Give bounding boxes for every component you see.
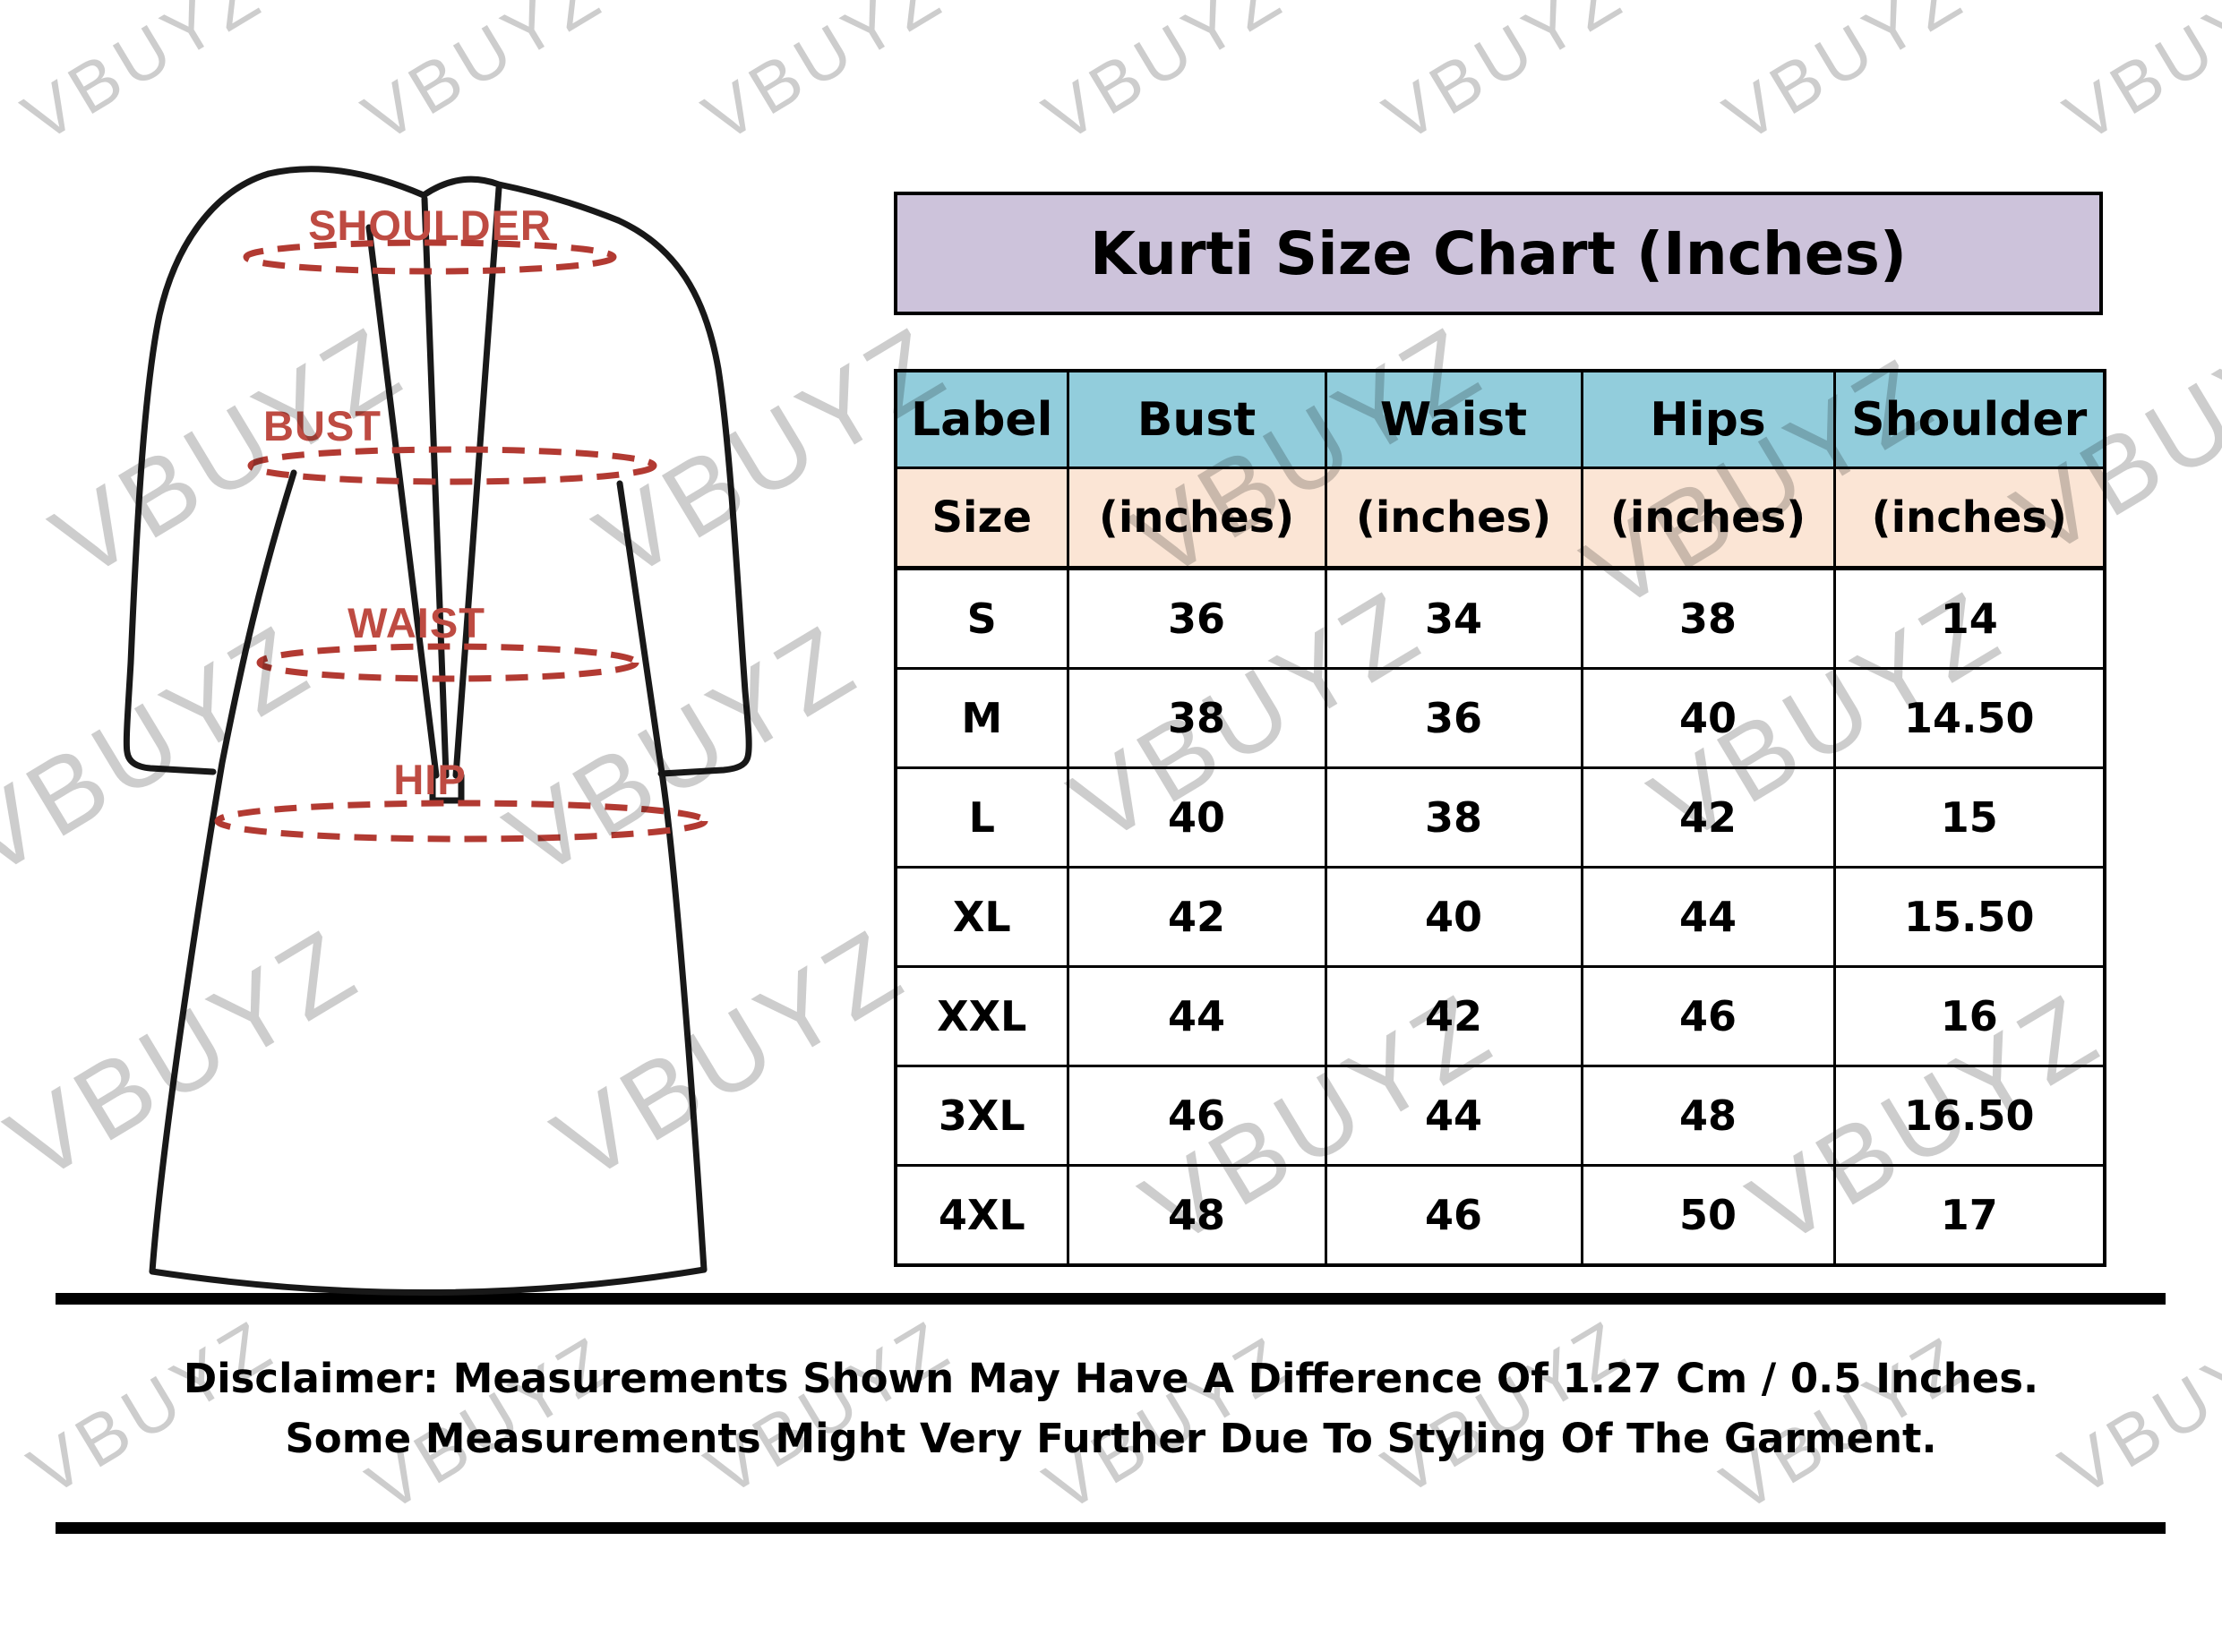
waist-measure-line: [256, 643, 639, 682]
watermark-text: VBUYZ: [1370, 0, 1638, 158]
garment-collar: [265, 166, 427, 199]
column-header-bust: Bust: [1066, 369, 1327, 469]
garment-placket-bottom: [429, 772, 465, 804]
measurement-cell: 40: [1324, 866, 1583, 968]
table-row-l: L 40 38 42 15: [894, 766, 2106, 869]
measurement-cell: 42: [1324, 965, 1583, 1067]
size-label-cell: 4XL: [894, 1164, 1069, 1267]
subheader-size-cell: Size: [894, 466, 1069, 570]
chart-title-banner: Kurti Size Chart (Inches): [894, 192, 2103, 315]
measurement-cell: 46: [1580, 965, 1836, 1067]
watermark-text: VBUYZ: [1030, 0, 1298, 158]
column-header-label: Label: [894, 369, 1069, 469]
measurement-cell: 14: [1832, 567, 2106, 670]
page-title: Kurti Size Chart (Inches): [1089, 218, 1908, 288]
garment-neck-slit-right: [452, 184, 502, 779]
table-row-s: S 36 34 38 14: [894, 567, 2106, 670]
garment-body-left: [149, 469, 297, 1275]
measurement-cell: 42: [1580, 766, 1836, 869]
watermark-text: VBUYZ: [9, 0, 277, 158]
measurement-cell: 17: [1832, 1164, 2106, 1267]
table-row-xl: XL 42 40 44 15.50: [894, 866, 2106, 968]
garment-label-bust: BUST: [263, 402, 382, 449]
table-row-m: M 38 36 40 14.50: [894, 667, 2106, 769]
measurement-cell: 14.50: [1832, 667, 2106, 769]
size-label-cell: XL: [894, 866, 1069, 968]
table-row-3xl: 3XL 46 44 48 16.50: [894, 1065, 2106, 1167]
kurti-garment-diagram: SHOULDER BUST WAIST HIP: [123, 166, 752, 1297]
measurement-cell: 15.50: [1832, 866, 2106, 968]
table-header-row: Label Bust Waist Hips Shoulder: [894, 369, 2106, 469]
subheader-unit-cell: (inches): [1324, 466, 1583, 570]
measurement-cell: 46: [1324, 1164, 1583, 1267]
watermark-text: VBUYZ: [349, 0, 617, 158]
measurement-cell: 15: [1832, 766, 2106, 869]
measurement-cell: 44: [1580, 866, 1836, 968]
size-label-cell: L: [894, 766, 1069, 869]
hip-measure-line: [214, 800, 708, 843]
size-label-cell: XXL: [894, 965, 1069, 1067]
table-row-4xl: 4XL 48 46 50 17: [894, 1164, 2106, 1267]
column-header-waist: Waist: [1324, 369, 1583, 469]
disclaimer: Disclaimer: Measurements Shown May Have …: [0, 1348, 2222, 1468]
measurement-cell: 16: [1832, 965, 2106, 1067]
measurement-cell: 40: [1066, 766, 1327, 869]
measurement-cell: 36: [1324, 667, 1583, 769]
subheader-unit-cell: (inches): [1832, 466, 2106, 570]
garment-right-sleeve: [614, 217, 752, 777]
garment-hem: [149, 1266, 708, 1297]
measurement-cell: 48: [1580, 1065, 1836, 1167]
measurement-cell: 48: [1066, 1164, 1327, 1267]
measurement-cell: 38: [1066, 667, 1327, 769]
bust-measure-line: [247, 446, 657, 485]
measurement-cell: 44: [1066, 965, 1327, 1067]
size-label-cell: M: [894, 667, 1069, 769]
column-header-shoulder: Shoulder: [1832, 369, 2106, 469]
measurement-cell: 34: [1324, 567, 1583, 670]
shoulder-measure-line: [243, 239, 617, 275]
measurement-cell: 38: [1580, 567, 1836, 670]
size-label-cell: S: [894, 567, 1069, 670]
garment-collar-peak: [420, 175, 622, 224]
garment-left-sleeve: [123, 170, 272, 775]
disclaimer-line-1: Disclaimer: Measurements Shown May Have …: [183, 1355, 2039, 1402]
disclaimer-line-2: Some Measurements Might Very Further Due…: [285, 1415, 1937, 1462]
measurement-cell: 38: [1324, 766, 1583, 869]
divider-line-bottom: [56, 1522, 2166, 1534]
garment-label-shoulder: SHOULDER: [308, 201, 552, 249]
watermark-text: VBUYZ: [2051, 0, 2222, 158]
measurement-cell: 50: [1580, 1164, 1836, 1267]
table-row-xxl: XXL 44 42 46 16: [894, 965, 2106, 1067]
subheader-unit-cell: (inches): [1066, 466, 1327, 570]
garment-label-hip: HIP: [393, 756, 466, 803]
size-label-cell: 3XL: [894, 1065, 1069, 1167]
size-chart-table: Label Bust Waist Hips Shoulder Size (inc…: [894, 369, 2106, 1267]
measurement-cell: 44: [1324, 1065, 1583, 1167]
garment-label-waist: WAIST: [347, 599, 485, 646]
measurement-cell: 40: [1580, 667, 1836, 769]
measurement-cell: 36: [1066, 567, 1327, 670]
watermark-text: VBUYZ: [1711, 0, 1978, 158]
garment-body-right: [616, 480, 708, 1273]
watermark-text: VBUYZ: [690, 0, 957, 158]
garment-neck-slit-left: [365, 224, 440, 779]
divider-line-top: [56, 1293, 2166, 1305]
measurement-cell: 46: [1066, 1065, 1327, 1167]
column-header-hips: Hips: [1580, 369, 1836, 469]
measurement-cell: 16.50: [1832, 1065, 2106, 1167]
table-subheader-row: Size (inches) (inches) (inches) (inches): [894, 466, 2106, 570]
subheader-unit-cell: (inches): [1580, 466, 1836, 570]
measurement-cell: 42: [1066, 866, 1327, 968]
